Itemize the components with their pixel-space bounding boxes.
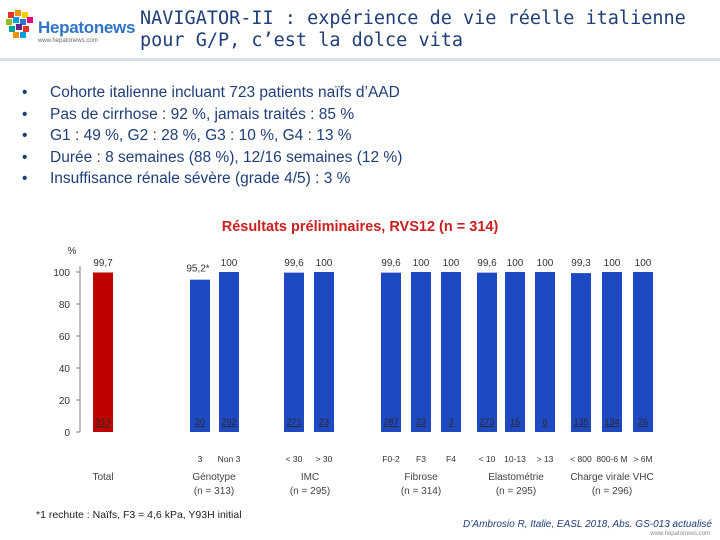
data-label: 99,6: [381, 258, 401, 269]
svr12-bar-chart: % 0 20 40 60 80 100 99,7 313 Total 95,2* 20 3 100 292 N…: [53, 246, 653, 497]
data-label: 100: [413, 258, 430, 269]
bar-n-label: 15: [510, 417, 520, 427]
category-label: > 30: [316, 454, 333, 464]
bar: [441, 272, 461, 432]
data-label: 99,7: [93, 258, 113, 269]
data-label: 100: [537, 258, 554, 269]
data-label: 99,3: [571, 258, 591, 269]
group-label: IMC: [301, 472, 319, 483]
category-label: F3: [416, 454, 426, 464]
bullet-item: G1 : 49 %, G2 : 28 %, G3 : 10 %, G4 : 13…: [22, 125, 712, 147]
bar: [602, 272, 622, 432]
bar-n-label: 292: [221, 417, 236, 427]
group-sublabel: (n = 313): [194, 486, 234, 497]
logo: Hepatonews www.hepatonews.com: [4, 8, 135, 52]
group-label: Génotype: [192, 472, 236, 483]
bar-n-label: 20: [195, 417, 205, 427]
bar: [284, 272, 304, 432]
category-label: 10-13: [504, 454, 526, 464]
bar: [314, 272, 334, 432]
data-label: 100: [635, 258, 652, 269]
footnote: *1 rechute : Naïfs, F3 = 4,6 kPa, Y93H i…: [36, 509, 242, 521]
bar-n-label: 6: [542, 417, 547, 427]
y-axis-label: %: [68, 246, 77, 257]
bar: [93, 272, 113, 432]
group-label: Charge virale VHC: [570, 472, 653, 483]
category-label: 800-6 M: [596, 454, 627, 464]
bar: [219, 272, 239, 432]
bar: [505, 272, 525, 432]
slide-title: NAVIGATOR-II : expérience de vie réelle …: [140, 8, 686, 51]
data-label: 100: [316, 258, 333, 269]
group-sublabel: (n = 295): [290, 486, 330, 497]
bullet-list: Cohorte italienne incluant 723 patients …: [22, 82, 712, 190]
group-sublabel: (n = 314): [401, 486, 441, 497]
bullet-item: Insuffisance rénale sévère (grade 4/5) :…: [22, 168, 712, 190]
bar-n-label: 313: [95, 417, 110, 427]
category-label: > 13: [537, 454, 554, 464]
bar-n-label: 273: [479, 417, 494, 427]
group-sublabel: (n = 296): [592, 486, 632, 497]
bar: [633, 272, 653, 432]
category-label: < 800: [570, 454, 592, 464]
bar-n-label: 23: [416, 417, 426, 427]
bar: [571, 273, 591, 432]
footer-url: www.hepatonews.com: [650, 531, 710, 537]
data-label: 95,2*: [186, 264, 209, 275]
bar: [190, 279, 210, 432]
group-sublabel: (n = 295): [496, 486, 536, 497]
logo-text: Hepatonews: [38, 18, 136, 37]
bar: [411, 272, 431, 432]
bullet-item: Pas de cirrhose : 92 %, jamais traités :…: [22, 104, 712, 126]
citation: D’Ambrosio R, Italie, EASL 2018, Abs. GS…: [462, 519, 712, 530]
bar-n-label: 3: [448, 417, 453, 427]
category-label: 3: [198, 454, 203, 464]
data-label: 100: [221, 258, 238, 269]
data-label: 100: [507, 258, 524, 269]
bar: [477, 272, 497, 432]
y-tick-label: 40: [59, 364, 71, 375]
y-tick-label: 60: [59, 332, 71, 343]
y-tick-label: 0: [64, 428, 70, 439]
logo-url: www.hepatonews.com: [38, 38, 98, 44]
bar: [381, 272, 401, 432]
bar-n-label: 287: [383, 417, 398, 427]
bar-n-label: 26: [638, 417, 648, 427]
bar: [535, 272, 555, 432]
category-label: F0-2: [382, 454, 400, 464]
y-tick-label: 80: [59, 300, 71, 311]
data-label: 100: [443, 258, 460, 269]
bullet-item: Durée : 8 semaines (88 %), 12/16 semaine…: [22, 147, 712, 169]
data-label: 100: [604, 258, 621, 269]
group-label: Fibrose: [404, 472, 438, 483]
bullet-item: Cohorte italienne incluant 723 patients …: [22, 82, 712, 104]
y-tick-label: 100: [53, 268, 70, 279]
bar-n-label: 134: [604, 417, 619, 427]
bar-n-label: 135: [573, 417, 588, 427]
data-label: 99,6: [477, 258, 497, 269]
header-divider: [0, 58, 720, 61]
bar-n-label: 271: [286, 417, 301, 427]
bar-n-label: 23: [319, 417, 329, 427]
y-tick-label: 20: [59, 396, 71, 407]
category-label: < 30: [286, 454, 303, 464]
category-label: Non 3: [218, 454, 241, 464]
category-label: < 10: [479, 454, 496, 464]
group-label: Total: [92, 472, 113, 483]
category-label: F4: [446, 454, 456, 464]
chart-title: Résultats préliminaires, RVS12 (n = 314): [221, 219, 499, 235]
data-label: 99,6: [284, 258, 304, 269]
group-label: Elastométrie: [488, 472, 544, 483]
category-label: > 6M: [633, 454, 652, 464]
hepatonews-logo-icon: [6, 10, 33, 38]
